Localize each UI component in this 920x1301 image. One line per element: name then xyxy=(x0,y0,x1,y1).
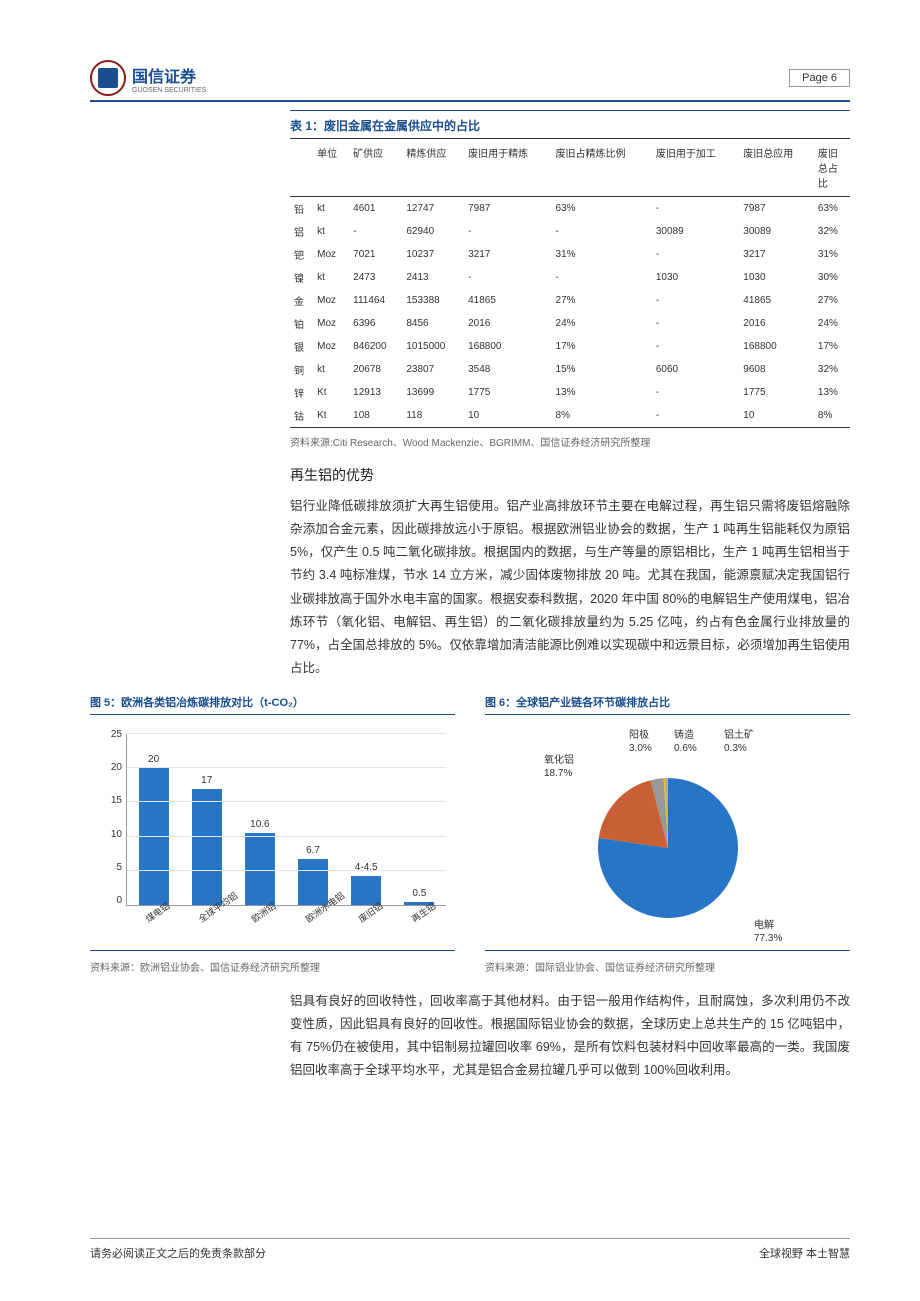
pie-label: 阳极 3.0% xyxy=(629,729,652,755)
chart6-box: 图 6：全球铝产业链各环节碳排放占比 电解 77.3% 氧化铝 18.7% 阳极 3… xyxy=(485,694,850,974)
logo: 国信证券 GUOSEN SECURITIES xyxy=(90,60,206,96)
table-row: 铝kt-62940--300893008932% xyxy=(290,220,850,243)
bar-item: 17 xyxy=(192,789,222,905)
table-header: 废旧总应用 xyxy=(739,139,814,197)
page-footer: 请务必阅读正文之后的免责条款部分 全球视野 本土智慧 xyxy=(90,1238,850,1261)
table-row: 金Moz1114641533884186527%-4186527% xyxy=(290,289,850,312)
logo-sub: GUOSEN SECURITIES xyxy=(132,87,206,94)
chart-row: 图 5：欧洲各类铝冶炼碳排放对比（t-CO₂） 2520151050 20171… xyxy=(90,694,850,974)
table-header: 精炼供应 xyxy=(402,139,464,197)
table1: 单位矿供应精炼供应废旧用于精炼废旧占精炼比例废旧用于加工废旧总应用废旧总占比 铅… xyxy=(290,138,850,428)
table-header: 单位 xyxy=(313,139,349,197)
page-number: Page 6 xyxy=(789,69,850,87)
pie-label: 铸造 0.6% xyxy=(674,729,697,755)
table-row: 铂Moz63968456201624%-201624% xyxy=(290,312,850,335)
pie-label: 电解 77.3% xyxy=(754,919,782,945)
chart6-piechart: 电解 77.3% 氧化铝 18.7% 阳极 3.0% 铸造 0.6% 铝土矿 0.3% xyxy=(489,729,846,946)
page-header: 国信证券 GUOSEN SECURITIES Page 6 xyxy=(90,60,850,102)
table1-source: 资料来源:Citi Research、Wood Mackenzie、BGRIMM… xyxy=(290,434,850,449)
table-header: 废旧总占比 xyxy=(814,139,850,197)
pie-label: 氧化铝 18.7% xyxy=(544,754,574,780)
table-header: 矿供应 xyxy=(349,139,402,197)
table-row: 镍kt24732413--1030103030% xyxy=(290,266,850,289)
table-row: 银Moz846200101500016880017%-16880017% xyxy=(290,335,850,358)
section-title: 再生铝的优势 xyxy=(290,465,850,485)
paragraph-1: 铝行业降低碳排放须扩大再生铝使用。铝产业高排放环节主要在电解过程，再生铝只需将废… xyxy=(290,495,850,680)
table-header xyxy=(290,139,313,197)
table-row: 铜kt2067823807354815%6060960832% xyxy=(290,358,850,381)
table-row: 钯Moz702110237321731%-321731% xyxy=(290,243,850,266)
table1-title: 表 1：废旧金属在金属供应中的占比 xyxy=(290,110,850,138)
table-row: 钴Kt108118108%-108% xyxy=(290,404,850,428)
logo-icon xyxy=(90,60,126,96)
footer-left: 请务必阅读正文之后的免责条款部分 xyxy=(90,1245,266,1261)
chart5-box: 图 5：欧洲各类铝冶炼碳排放对比（t-CO₂） 2520151050 20171… xyxy=(90,694,455,974)
paragraph-2: 铝具有良好的回收特性，回收率高于其他材料。由于铝一般用作结构件，且耐腐蚀，多次利… xyxy=(290,990,850,1083)
chart5-barchart: 2520151050 201710.66.74-4.50.5 煤电铝全球平均铝欧… xyxy=(94,729,451,946)
table-header: 废旧用于精炼 xyxy=(464,139,551,197)
chart5-source: 资料来源：欧洲铝业协会、国信证券经济研究所整理 xyxy=(90,959,455,974)
table-row: 铅kt460112747798763%-798763% xyxy=(290,197,850,221)
footer-right: 全球视野 本土智慧 xyxy=(759,1245,850,1261)
chart6-title: 图 6：全球铝产业链各环节碳排放占比 xyxy=(485,694,850,715)
table-header: 废旧用于加工 xyxy=(652,139,739,197)
chart5-title: 图 5：欧洲各类铝冶炼碳排放对比（t-CO₂） xyxy=(90,694,455,715)
chart6-source: 资料来源：国际铝业协会、国信证券经济研究所整理 xyxy=(485,959,850,974)
table-header: 废旧占精炼比例 xyxy=(552,139,652,197)
logo-text: 国信证券 xyxy=(132,63,206,87)
pie-label: 铝土矿 0.3% xyxy=(724,729,754,755)
table-row: 锌Kt1291313699177513%-177513% xyxy=(290,381,850,404)
